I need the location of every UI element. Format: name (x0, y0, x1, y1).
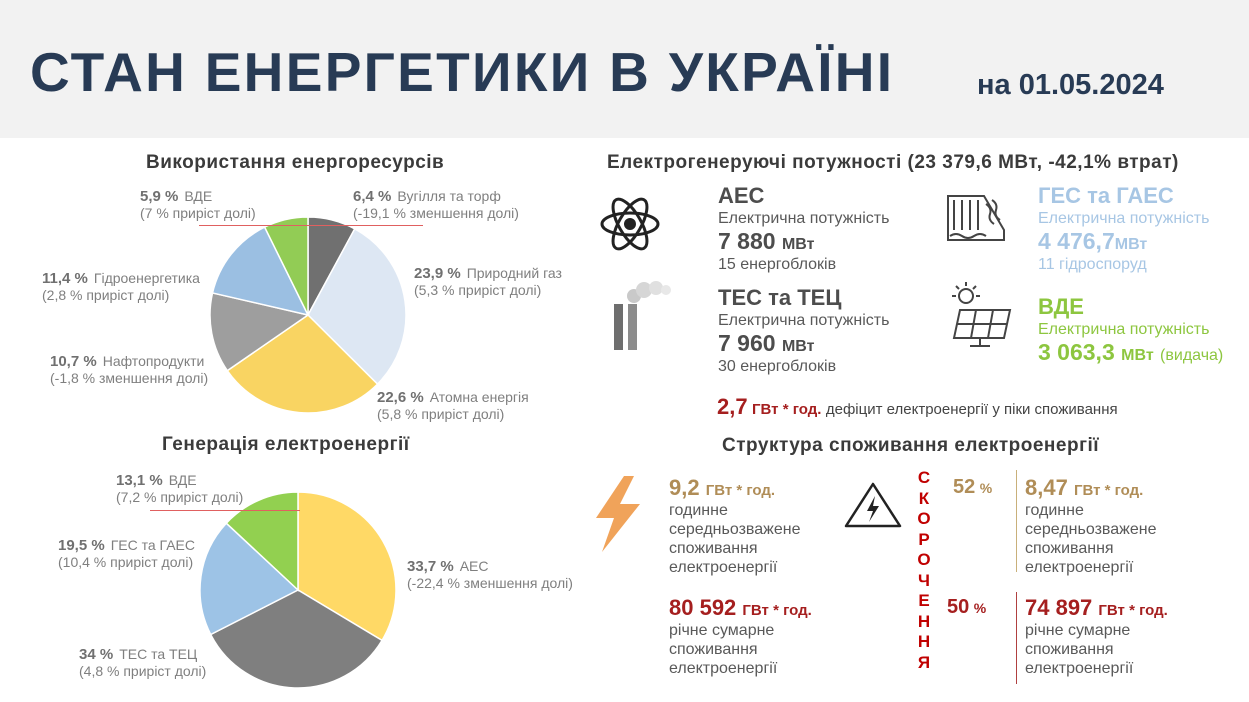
generation-label-tes: 34 % ТЕС та ТЕЦ (4,8 % приріст долі) (79, 646, 207, 679)
high-voltage-warning-icon (844, 482, 902, 528)
resources-label-vde: 5,9 % ВДЕ (7 % приріст долі) (140, 188, 256, 221)
capacity-aes: АЕС Електрична потужність 7 880 МВт 15 е… (718, 183, 890, 273)
resources-label-coal: 6,4 % Вугілля та торф (-19,1 % зменшення … (353, 188, 519, 221)
generation-leader-line (150, 510, 300, 511)
generation-label-hydro: 19,5 % ГЕС та ГАЕС (10,4 % приріст долі) (58, 537, 195, 570)
resources-pie-slice-2 (226, 314, 379, 414)
page-title: СТАН ЕНЕРГЕТИКИ В УКРАЇНІ (30, 41, 895, 103)
report-date: на 01.05.2024 (977, 69, 1164, 101)
capacity-title: Електрогенеруючі потужності (23 379,6 МВ… (607, 152, 1179, 173)
resources-label-nuclear: 22,6 % Атомна енергія (5,8 % приріст долі… (377, 389, 529, 422)
generation-pie-slice-0 (297, 491, 397, 642)
consumption-title: Структура споживання електроенергії (722, 435, 1100, 456)
generation-pie-slice-1 (209, 589, 384, 689)
header-band (0, 0, 1249, 138)
hourly-reduction-pct: 52 % (953, 476, 993, 498)
lightning-icon (596, 476, 640, 552)
hourly-after: 8,47 ГВт * год. годинне середньозважене … (1025, 475, 1157, 576)
annual-before: 80 592 ГВт * год. річне сумарне споживан… (669, 595, 812, 677)
resources-pie-slice-5 (263, 216, 309, 316)
resources-pie-slice-1 (307, 227, 407, 386)
capacity-ges: ГЕС та ГАЕС Електрична потужність 4 476,… (1038, 183, 1210, 273)
generation-pie (199, 491, 397, 689)
generation-pie-slice-3 (225, 491, 299, 592)
annual-reduction-pct: 50 % (947, 596, 987, 618)
generation-title: Генерація електроенергії (162, 434, 410, 455)
resources-pie-slice-3 (209, 292, 310, 372)
resources-pie (209, 216, 407, 414)
annual-divider (1016, 592, 1017, 684)
resources-leader-line (199, 225, 423, 226)
annual-after: 74 897 ГВт * год. річне сумарне споживан… (1025, 595, 1168, 677)
hourly-divider (1016, 470, 1017, 572)
power-plant-icon (614, 281, 671, 350)
generation-pie-slice-2 (199, 522, 300, 636)
capacity-vde: ВДЕ Електрична потужність 3 063,3 МВт (в… (1038, 294, 1224, 365)
resources-label-gas: 23,9 % Природний газ (5,3 % приріст долі) (414, 265, 562, 298)
resources-pie-slice-4 (211, 226, 310, 317)
resources-title: Використання енергоресурсів (146, 152, 445, 173)
capacity-tes: ТЕС та ТЕЦ Електрична потужність 7 960 М… (718, 285, 890, 375)
deficit-line: 2,7 ГВт * год. дефіцит електроенергії у … (717, 394, 1118, 419)
resources-label-oil: 10,7 % Нафтопродукти (-1,8 % зменшення до… (50, 353, 209, 386)
atom-icon (600, 197, 660, 251)
hourly-before: 9,2 ГВт * год. годинне середньозважене с… (669, 475, 801, 576)
dam-icon (947, 195, 1005, 241)
generation-label-vde: 13,1 % ВДЕ (7,2 % приріст долі) (116, 472, 244, 505)
solar-panel-icon (952, 282, 1012, 347)
generation-label-aes: 33,7 % АЕС (-22,4 % зменшення долі) (407, 558, 573, 591)
resources-label-hydro: 11,4 % Гідроенергетика (2,8 % приріст дол… (42, 270, 200, 303)
